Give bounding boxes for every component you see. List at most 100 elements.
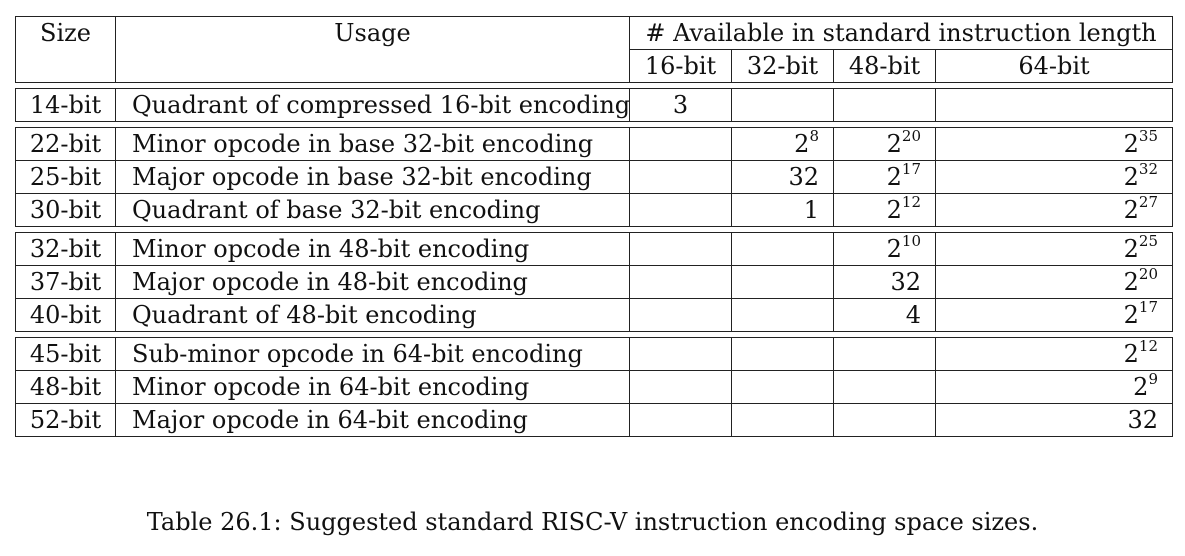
count-cell-32bit (731, 337, 834, 371)
usage-cell: Minor opcode in base 32-bit encoding (115, 127, 630, 161)
count-exponent: 27 (1138, 193, 1158, 211)
count-base: 32 (1127, 406, 1158, 434)
header-usage-cont (115, 49, 630, 83)
count-cell-64bit: 217 (935, 298, 1173, 332)
count-base: 1 (803, 196, 819, 224)
table-row: 52-bit Major opcode in 64-bit encoding 32 (15, 403, 1173, 437)
table-row: 37-bit Major opcode in 48-bit encoding 32 2… (15, 265, 1173, 299)
usage-cell: Quadrant of 48-bit encoding (115, 298, 630, 332)
count-cell-48bit: 32 (833, 265, 936, 299)
count-cell-32bit: 1 (731, 193, 834, 227)
count-base: 2 (1133, 373, 1149, 401)
count-exponent: 25 (1138, 232, 1158, 250)
count-base: 4 (905, 301, 921, 329)
count-cell-32bit: 28 (731, 127, 834, 161)
count-base: 2 (1123, 340, 1139, 368)
count-cell-64bit: 220 (935, 265, 1173, 299)
size-cell: 45-bit (15, 337, 116, 371)
header-row-lengths: 16-bit 32-bit 48-bit 64-bit (15, 49, 1173, 83)
count-cell-48bit: 210 (833, 232, 936, 266)
usage-cell: Minor opcode in 48-bit encoding (115, 232, 630, 266)
count-base: 2 (1123, 235, 1139, 263)
size-cell: 40-bit (15, 298, 116, 332)
table-row: 30-bit Quadrant of base 32-bit encoding 1 2… (15, 193, 1173, 227)
count-base: 2 (794, 130, 810, 158)
usage-cell: Quadrant of base 32-bit encoding (115, 193, 630, 227)
count-exponent: 9 (1148, 370, 1158, 388)
count-cell-64bit: 29 (935, 370, 1173, 404)
table-row: 40-bit Quadrant of 48-bit encoding 4 217 (15, 298, 1173, 332)
count-exponent: 12 (1138, 337, 1158, 355)
count-base: 2 (1123, 268, 1139, 296)
count-cell-64bit: 225 (935, 232, 1173, 266)
count-cell-16bit: 3 (629, 88, 732, 122)
size-cell: 32-bit (15, 232, 116, 266)
count-cell-16bit (629, 298, 732, 332)
count-cell-64bit (935, 88, 1173, 122)
count-cell-48bit (833, 370, 936, 404)
header-available: # Available in standard instruction leng… (629, 16, 1173, 50)
count-exponent: 10 (901, 232, 921, 250)
count-cell-16bit (629, 232, 732, 266)
header-size: Size (15, 16, 116, 50)
size-cell: 30-bit (15, 193, 116, 227)
count-exponent: 17 (901, 160, 921, 178)
count-cell-64bit: 235 (935, 127, 1173, 161)
table-row: 32-bit Minor opcode in 48-bit encoding 210… (15, 232, 1173, 266)
count-cell-32bit (731, 370, 834, 404)
size-cell: 37-bit (15, 265, 116, 299)
count-exponent: 20 (1138, 265, 1158, 283)
count-cell-64bit: 227 (935, 193, 1173, 227)
count-base: 32 (890, 268, 921, 296)
usage-cell: Minor opcode in 64-bit encoding (115, 370, 630, 404)
count-cell-48bit (833, 88, 936, 122)
table-body: 14-bit Quadrant of compressed 16-bit enco… (15, 82, 1173, 437)
count-exponent: 35 (1138, 127, 1158, 145)
count-cell-48bit: 217 (833, 160, 936, 194)
header-32bit: 32-bit (731, 49, 834, 83)
usage-cell: Major opcode in 64-bit encoding (115, 403, 630, 437)
count-cell-16bit (629, 193, 732, 227)
count-cell-64bit: 212 (935, 337, 1173, 371)
count-base: 2 (886, 196, 902, 224)
count-cell-48bit (833, 403, 936, 437)
usage-cell: Sub-minor opcode in 64-bit encoding (115, 337, 630, 371)
count-cell-48bit (833, 337, 936, 371)
count-cell-16bit (629, 127, 732, 161)
count-cell-32bit (731, 403, 834, 437)
count-base: 32 (788, 163, 819, 191)
count-cell-48bit: 212 (833, 193, 936, 227)
size-cell: 25-bit (15, 160, 116, 194)
size-cell: 48-bit (15, 370, 116, 404)
size-cell: 52-bit (15, 403, 116, 437)
count-cell-16bit (629, 160, 732, 194)
count-cell-64bit: 232 (935, 160, 1173, 194)
count-cell-16bit (629, 337, 732, 371)
count-cell-16bit (629, 265, 732, 299)
count-cell-16bit (629, 403, 732, 437)
size-cell: 14-bit (15, 88, 116, 122)
header-usage: Usage (115, 16, 630, 50)
count-base: 2 (886, 163, 902, 191)
table-caption: Table 26.1: Suggested standard RISC-V in… (146, 508, 1039, 536)
count-base: 2 (1123, 163, 1139, 191)
table-header: Size Usage # Available in standard instr… (15, 16, 1173, 83)
count-cell-48bit: 220 (833, 127, 936, 161)
count-base: 2 (1123, 301, 1139, 329)
count-base: 2 (1123, 196, 1139, 224)
count-exponent: 12 (901, 193, 921, 211)
count-cell-32bit (731, 265, 834, 299)
usage-cell: Major opcode in 48-bit encoding (115, 265, 630, 299)
count-cell-32bit (731, 298, 834, 332)
count-cell-48bit: 4 (833, 298, 936, 332)
count-base: 3 (672, 91, 689, 119)
usage-cell: Quadrant of compressed 16-bit encoding (115, 88, 630, 122)
table-row: 14-bit Quadrant of compressed 16-bit enco… (15, 88, 1173, 122)
header-64bit: 64-bit (935, 49, 1173, 83)
count-cell-64bit: 32 (935, 403, 1173, 437)
usage-cell: Major opcode in base 32-bit encoding (115, 160, 630, 194)
count-exponent: 32 (1138, 160, 1158, 178)
header-16bit: 16-bit (629, 49, 732, 83)
table-row: 22-bit Minor opcode in base 32-bit encodi… (15, 127, 1173, 161)
